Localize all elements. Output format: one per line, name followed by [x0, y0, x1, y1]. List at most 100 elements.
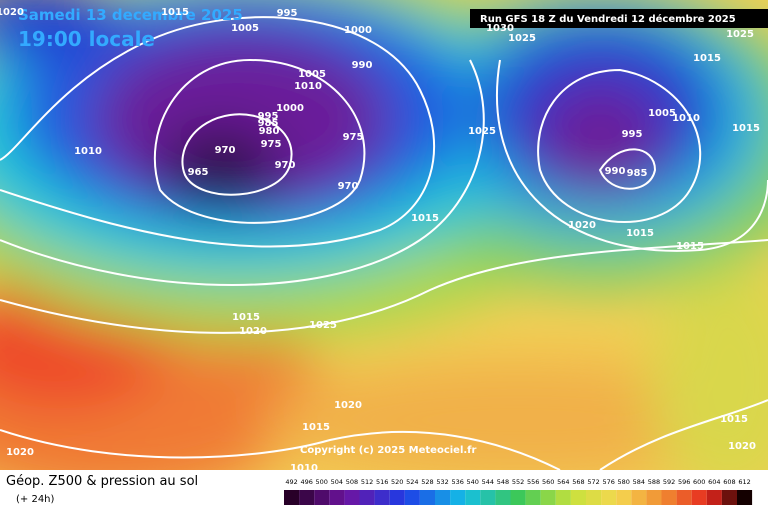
- run-box: [470, 9, 768, 28]
- colorbar-label: 528: [421, 478, 433, 486]
- colorbar-cell: [314, 490, 330, 505]
- colorbar-cell: [480, 490, 496, 505]
- colorbar-label: 600: [693, 478, 705, 486]
- isobar-label: 985: [258, 118, 279, 129]
- isobar-label: 1010: [290, 463, 318, 474]
- isobar-label: 985: [627, 168, 648, 179]
- isobar-label: 1025: [309, 320, 337, 331]
- isobar-label: 1025: [468, 126, 496, 137]
- isobar-label: 995: [258, 111, 279, 122]
- colorbar-cell: [586, 490, 602, 505]
- colorbar-cell: [570, 490, 586, 505]
- colorbar-label: 512: [361, 478, 373, 486]
- isobar-label: 980: [259, 126, 280, 137]
- colorbar-cell: [495, 490, 511, 505]
- colorbar: 492 496 500 504 508 512 516 520 524 528 532 536 540 5…: [284, 478, 753, 505]
- colorbar-label: 536: [451, 478, 463, 486]
- isobar-label: 1015: [626, 228, 654, 239]
- legend-title: Géop. Z500 & pression au sol: [6, 474, 198, 489]
- isobar-label: 970: [215, 145, 236, 156]
- colorbar-cell: [721, 490, 737, 505]
- isobar-labels: 1020101510059951000990100510101000995985…: [0, 7, 760, 474]
- colorbar-label: 572: [587, 478, 599, 486]
- isobar-label: 1020: [334, 400, 362, 411]
- colorbar-label: 608: [723, 478, 735, 486]
- time: 19:00 locale: [18, 27, 155, 51]
- date: Samedi 13 decembre 2025: [18, 6, 243, 24]
- colorbar-label: 584: [633, 478, 645, 486]
- copyright: Copyright (c) 2025 Meteociel.fr: [300, 445, 477, 456]
- colorbar-label: 568: [572, 478, 584, 486]
- isobar-label: 1020: [239, 326, 267, 337]
- colorbar-cell: [631, 490, 647, 505]
- colorbar-label: 520: [391, 478, 403, 486]
- colorbar-label: 524: [406, 478, 418, 486]
- legend-lead: (+ 24h): [16, 494, 55, 505]
- isobar-label: 1020: [728, 441, 756, 452]
- colorbar-label: 492: [285, 478, 297, 486]
- colorbar-cell: [329, 490, 345, 505]
- colorbar-label: 504: [331, 478, 343, 486]
- isobar-label: 990: [605, 166, 626, 177]
- isobar-label: 1005: [648, 108, 676, 119]
- colorbar-cell: [661, 490, 677, 505]
- isobar-label: 1020: [568, 220, 596, 231]
- colorbar-label: 576: [602, 478, 614, 486]
- colorbar-label: 612: [738, 478, 750, 486]
- isobars: [0, 16, 768, 470]
- colorbar-label: 588: [648, 478, 660, 486]
- field: [0, 0, 768, 470]
- colorbar-cell: [435, 490, 451, 505]
- colorbar-label: 592: [663, 478, 675, 486]
- isobar-label: 1030: [486, 23, 514, 34]
- colorbar-label: 564: [557, 478, 569, 486]
- colorbar-label: 496: [300, 478, 312, 486]
- isobar-label: 1015: [676, 241, 704, 252]
- colorbar-label: 544: [482, 478, 494, 486]
- colorbar-label: 540: [467, 478, 479, 486]
- colorbar-cell: [404, 490, 420, 505]
- isobar-label: 1015: [693, 53, 721, 64]
- colorbar-cell: [601, 490, 617, 505]
- colorbar-cell: [691, 490, 707, 505]
- isobar-label: 995: [277, 8, 298, 19]
- isobar-label: 970: [338, 181, 359, 192]
- colorbar-cell: [510, 490, 526, 505]
- isobar-label: 1000: [276, 103, 304, 114]
- isobar-label: 1020: [0, 7, 24, 18]
- isobar-label: 1015: [232, 312, 260, 323]
- colorbar-label: 556: [527, 478, 539, 486]
- isobar-label: 995: [622, 129, 643, 140]
- colorbar-label: 552: [512, 478, 524, 486]
- colorbar-cell: [555, 490, 571, 505]
- isobar-label: 975: [343, 132, 364, 143]
- colorbar-label: 580: [618, 478, 630, 486]
- colorbar-cell: [646, 490, 662, 505]
- colorbar-cell: [676, 490, 692, 505]
- isobar-label: 1005: [298, 69, 326, 80]
- isobar-label: 1015: [302, 422, 330, 433]
- colorbar-label: 548: [497, 478, 509, 486]
- isobar-label: 1015: [411, 213, 439, 224]
- isobar-label: 990: [352, 60, 373, 71]
- colorbar-label: 596: [678, 478, 690, 486]
- isobar-label: 1015: [732, 123, 760, 134]
- colorbar-cell: [737, 490, 753, 505]
- colorbar-cell: [389, 490, 405, 505]
- colorbar-cell: [374, 490, 390, 505]
- colorbar-cell: [540, 490, 556, 505]
- isobar-label: 1010: [294, 81, 322, 92]
- colorbar-cell: [419, 490, 435, 505]
- colorbar-label: 508: [346, 478, 358, 486]
- isobar-label: 1015: [161, 7, 189, 18]
- isobar-label: 965: [188, 167, 209, 178]
- colorbar-cell: [359, 490, 375, 505]
- colorbar-cell: [450, 490, 466, 505]
- colorbar-label: 560: [542, 478, 554, 486]
- colorbar-label: 500: [316, 478, 328, 486]
- colorbar-label: 516: [376, 478, 388, 486]
- colorbar-cell: [465, 490, 481, 505]
- isobar-label: 1015: [720, 414, 748, 425]
- colorbar-cell: [344, 490, 360, 505]
